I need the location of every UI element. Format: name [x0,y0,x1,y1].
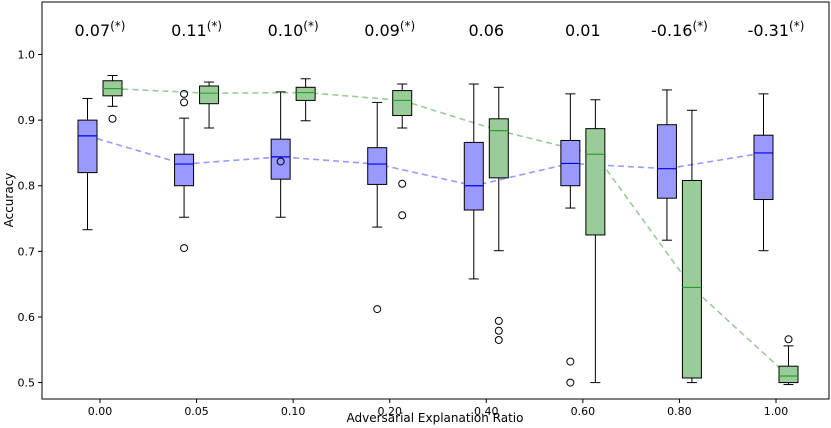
difference-annotation: 0.11(*) [171,19,222,40]
boxplot [367,101,388,314]
y-tick-label: 0.7 [18,245,36,258]
outlier [566,378,575,387]
significance-mark: (*) [110,19,125,33]
boxplot [392,83,413,220]
annotation-value: 0.07 [75,21,111,40]
significance-mark: (*) [207,19,222,33]
y-tick-label: 0.8 [18,180,36,193]
box [174,153,195,187]
boxplots [77,74,799,387]
outlier [398,179,407,188]
boxplot [102,74,123,123]
outlier [180,98,189,107]
boxplot [174,89,195,253]
boxplot [656,89,677,241]
outlier [566,357,575,366]
significance-mark: (*) [303,19,318,33]
x-axis-ticks: 0.00 0.05 0.10 0.20 0.40 0.60 0.80 1.00 [88,399,789,418]
box [656,124,677,199]
x-axis-label: Adversarial Explanation Ratio [347,411,524,425]
annotation-value: 0.11 [171,21,207,40]
outlier [180,89,189,98]
outlier [373,305,382,314]
y-axis-ticks: 0.5 0.6 0.7 0.8 0.9 1.0 [18,48,42,390]
trend-line [112,87,790,377]
y-axis-label: Accuracy [2,173,16,228]
x-tick-label: 0.10 [281,405,306,418]
box [295,86,316,101]
boxplot [270,91,291,218]
annotation-value: 0.10 [268,21,304,40]
x-tick-label: 0.80 [667,405,692,418]
boxplot [488,86,509,344]
x-tick-label: 0.20 [377,405,402,418]
difference-annotation: 0.01 [565,21,601,40]
boxplot [778,335,799,386]
y-tick-label: 1.0 [18,48,36,61]
significance-mark: (*) [789,19,804,33]
y-tick-label: 0.5 [18,377,36,390]
outlier [494,316,503,325]
significance-mark: (*) [692,19,707,33]
boxplot [560,93,581,387]
boxplot [585,99,606,384]
difference-annotation: -0.31(*) [748,19,805,40]
box [270,138,291,180]
difference-annotation: 0.06 [468,21,504,40]
trend-lines [87,87,790,377]
significance-mark: (*) [400,19,415,33]
outlier [276,157,285,166]
boxplot [199,81,220,129]
outlier [108,114,117,123]
outlier [784,335,793,344]
x-tick-label: 0.60 [571,405,596,418]
difference-annotation: 0.07(*) [75,19,126,40]
boxplot [681,109,702,384]
annotation-value: 0.09 [364,21,400,40]
box [681,179,702,379]
difference-annotation: -0.16(*) [651,19,708,40]
annotation-value: 0.06 [468,21,504,40]
difference-annotations: 0.07(*) 0.11(*) 0.10(*) 0.09(*) 0.06 0.01 -0.1… [75,19,805,40]
annotation-value: -0.31 [748,21,789,40]
x-tick-label: 0.05 [184,405,209,418]
difference-annotation: 0.09(*) [364,19,415,40]
boxplot [77,97,98,231]
trend-line [87,135,764,187]
box [367,147,388,185]
box [77,119,98,174]
y-tick-label: 0.6 [18,311,36,324]
box [392,90,413,117]
plot-frame [41,1,830,400]
outlier [398,211,407,220]
box [585,128,606,236]
x-tick-label: 0.00 [88,405,113,418]
box [463,141,484,211]
boxplot [463,83,484,280]
boxplot [753,93,774,252]
boxplot [295,78,316,122]
outlier [494,335,503,344]
box [753,134,774,201]
annotation-value: -0.16 [651,21,692,40]
x-tick-label: 1.00 [764,405,789,418]
annotation-value: 0.01 [565,21,601,40]
x-tick-label: 0.40 [474,405,499,418]
box [778,365,799,384]
box [488,118,509,179]
outlier [180,244,189,253]
difference-annotation: 0.10(*) [268,19,319,40]
outlier [494,326,503,335]
y-tick-label: 0.9 [18,114,36,127]
box [199,85,220,105]
